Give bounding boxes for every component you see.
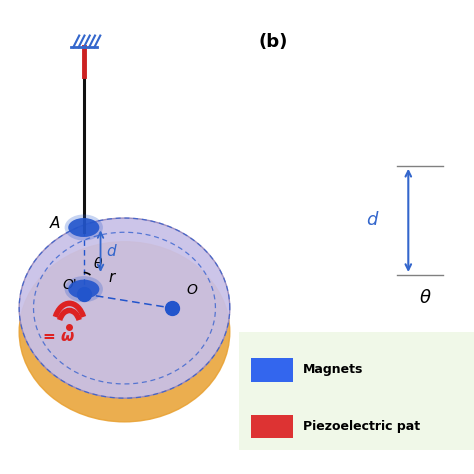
Text: (b): (b)	[258, 33, 288, 51]
Text: O': O'	[62, 278, 77, 292]
Ellipse shape	[68, 218, 100, 237]
Text: Magnets: Magnets	[303, 363, 363, 376]
Ellipse shape	[64, 214, 103, 241]
Bar	[251, 358, 293, 382]
Text: Piezoelectric pat: Piezoelectric pat	[303, 420, 420, 433]
Ellipse shape	[19, 218, 230, 398]
Text: r: r	[109, 270, 115, 285]
Text: d: d	[366, 211, 377, 229]
Text: O: O	[187, 283, 198, 297]
Ellipse shape	[68, 280, 100, 299]
Text: θ: θ	[420, 289, 431, 307]
FancyBboxPatch shape	[239, 332, 474, 450]
Text: A: A	[50, 216, 61, 230]
Text: d: d	[107, 244, 116, 259]
Ellipse shape	[64, 276, 103, 302]
Text: θ: θ	[93, 257, 102, 271]
Text: = ω: = ω	[43, 329, 74, 344]
Ellipse shape	[19, 242, 230, 422]
Bar	[251, 415, 293, 438]
